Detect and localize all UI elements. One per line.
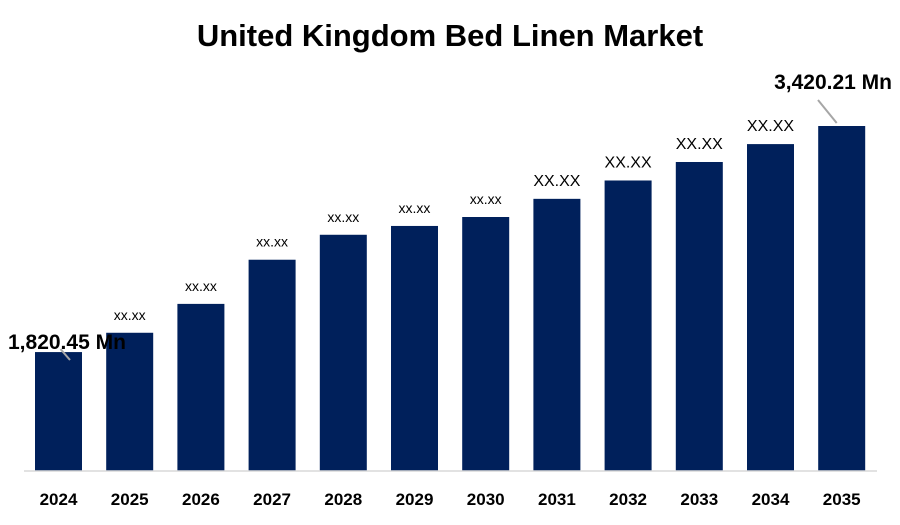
x-tick-2032: 2032 — [609, 490, 647, 509]
bar-2032 — [604, 180, 652, 471]
labels-layer: xx.xx xx.xx xx.xx xx.xx xx.xx xx.xx XX.XX XX.XX… — [114, 118, 795, 323]
bar-2030 — [462, 217, 510, 471]
x-tick-2031: 2031 — [538, 490, 576, 509]
data-label-2028: xx.xx — [327, 209, 359, 225]
x-tick-2026: 2026 — [182, 490, 220, 509]
x-tick-2034: 2034 — [752, 490, 790, 509]
data-label-2029: xx.xx — [399, 200, 431, 216]
x-tick-2025: 2025 — [111, 490, 149, 509]
callout-line-2024 — [59, 348, 71, 361]
ticks-layer: 2024 2025 2026 2027 2028 2029 2030 2031 2032 2033… — [40, 490, 861, 509]
bars-layer — [35, 126, 866, 472]
bar-2024 — [35, 352, 82, 471]
bar-2026 — [177, 303, 225, 471]
bar-2031 — [533, 198, 581, 472]
bar-2034 — [747, 144, 794, 471]
data-label-2025: xx.xx — [114, 307, 146, 323]
x-tick-2030: 2030 — [467, 490, 505, 509]
chart-title: United Kingdom Bed Linen Market — [196, 18, 704, 53]
callout-label-2024: 1,820.45 Mn — [8, 331, 126, 354]
bar-2029 — [391, 225, 438, 471]
callout-label-2035: 3,420.21 Mn — [774, 71, 892, 94]
bar-2025 — [106, 332, 154, 471]
bar-2033 — [675, 161, 723, 471]
x-tick-2029: 2029 — [396, 490, 434, 509]
x-tick-2024: 2024 — [40, 490, 78, 509]
callout-line-2035 — [817, 99, 838, 124]
bar-2028 — [319, 234, 367, 471]
data-label-2032: XX.XX — [605, 154, 652, 171]
data-label-2034: XX.XX — [747, 118, 794, 135]
data-label-2027: xx.xx — [256, 234, 288, 250]
data-label-2031: XX.XX — [533, 173, 580, 190]
callout-layer: 1,820.45 Mn 3,420.21 Mn — [8, 71, 892, 361]
bar-2035 — [818, 126, 866, 471]
x-tick-2033: 2033 — [680, 490, 718, 509]
x-tick-2027: 2027 — [253, 490, 291, 509]
bar-2027 — [248, 259, 296, 471]
data-label-2033: XX.XX — [676, 136, 723, 153]
data-label-2026: xx.xx — [185, 278, 217, 294]
data-label-2030: xx.xx — [470, 191, 502, 207]
x-tick-2028: 2028 — [324, 490, 362, 509]
x-tick-2035: 2035 — [823, 490, 861, 509]
